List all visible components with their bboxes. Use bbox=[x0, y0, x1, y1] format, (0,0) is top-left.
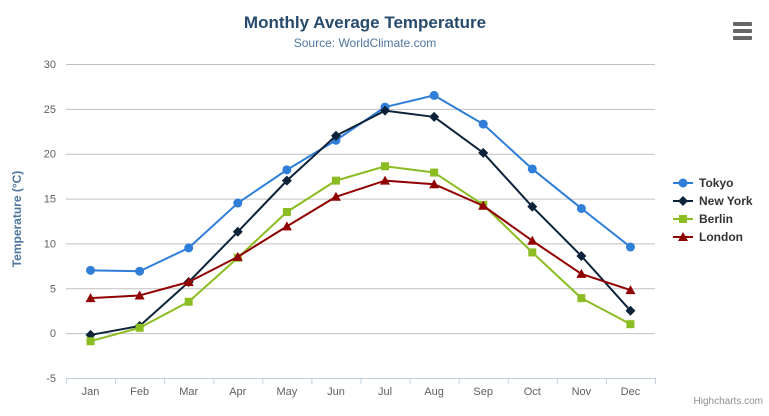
x-axis-label: Sep bbox=[473, 386, 493, 398]
y-axis-label: 20 bbox=[44, 149, 56, 161]
series-line-tokyo bbox=[89, 94, 632, 273]
data-point-berlin[interactable] bbox=[626, 320, 635, 329]
data-point-tokyo[interactable] bbox=[184, 243, 194, 253]
data-point-new-york[interactable] bbox=[576, 250, 587, 261]
data-point-berlin[interactable] bbox=[86, 337, 95, 346]
series-line-berlin bbox=[89, 165, 632, 343]
legend-label: London bbox=[699, 230, 743, 244]
data-point-tokyo[interactable] bbox=[86, 265, 96, 275]
series-line-london bbox=[89, 179, 632, 300]
data-point-tokyo[interactable] bbox=[135, 266, 145, 276]
data-point-london[interactable] bbox=[576, 268, 587, 278]
y-axis-title: Temperature (°C) bbox=[10, 170, 24, 268]
x-axis-label: Oct bbox=[524, 386, 541, 398]
legend-marker-square-icon bbox=[673, 215, 693, 223]
legend-symbol[interactable] bbox=[678, 178, 688, 188]
x-axis-label: Apr bbox=[229, 386, 246, 398]
legend-item-new-york[interactable]: New York bbox=[672, 194, 753, 208]
x-axis-label: Jan bbox=[82, 386, 100, 398]
data-point-berlin[interactable] bbox=[577, 294, 586, 303]
data-point-london[interactable] bbox=[330, 191, 341, 201]
x-axis-label: Jul bbox=[378, 386, 392, 398]
data-point-new-york[interactable] bbox=[380, 105, 391, 116]
data-point-berlin[interactable] bbox=[184, 297, 193, 306]
data-point-new-york[interactable] bbox=[478, 147, 489, 158]
data-point-london[interactable] bbox=[380, 175, 391, 185]
legend-item-berlin[interactable]: Berlin bbox=[672, 212, 753, 226]
legend-marker-circle-icon bbox=[673, 178, 693, 188]
legend-marker-triangle-icon bbox=[673, 232, 693, 241]
y-axis-label: 0 bbox=[50, 328, 56, 340]
data-point-berlin[interactable] bbox=[331, 176, 340, 185]
data-point-new-york[interactable] bbox=[330, 130, 341, 141]
x-axis-label: Jun bbox=[327, 386, 345, 398]
data-point-london[interactable] bbox=[281, 221, 292, 231]
data-point-new-york[interactable] bbox=[232, 226, 243, 237]
credits-link[interactable]: Highcharts.com bbox=[693, 396, 763, 407]
y-axis-label: 25 bbox=[44, 104, 56, 116]
legend-item-tokyo[interactable]: Tokyo bbox=[672, 176, 753, 190]
export-menu-button[interactable] bbox=[731, 20, 755, 42]
legend-symbol[interactable] bbox=[679, 215, 687, 223]
data-point-new-york[interactable] bbox=[527, 201, 538, 212]
y-axis-label: 5 bbox=[50, 283, 56, 295]
data-point-london[interactable] bbox=[429, 179, 440, 189]
legend-marker-diamond-icon bbox=[673, 196, 693, 206]
data-point-berlin[interactable] bbox=[430, 168, 439, 177]
data-point-london[interactable] bbox=[527, 235, 538, 245]
x-axis-label: May bbox=[276, 386, 297, 398]
data-point-tokyo[interactable] bbox=[625, 242, 635, 252]
x-axis-label: Feb bbox=[130, 386, 149, 398]
hamburger-icon bbox=[733, 22, 753, 40]
x-axis-label: Nov bbox=[572, 386, 592, 398]
data-point-tokyo[interactable] bbox=[282, 165, 292, 175]
data-point-berlin[interactable] bbox=[528, 248, 537, 257]
data-point-tokyo[interactable] bbox=[527, 164, 537, 174]
chart-title: Monthly Average Temperature bbox=[243, 13, 487, 32]
chart-subtitle: Source: WorldClimate.com bbox=[293, 36, 437, 50]
data-point-london[interactable] bbox=[478, 200, 489, 210]
data-point-london[interactable] bbox=[183, 277, 194, 287]
legend-item-london[interactable]: London bbox=[672, 230, 753, 244]
data-point-new-york[interactable] bbox=[429, 111, 440, 122]
data-point-tokyo[interactable] bbox=[429, 90, 439, 100]
data-point-berlin[interactable] bbox=[381, 162, 390, 171]
data-point-tokyo[interactable] bbox=[233, 198, 243, 208]
data-point-london[interactable] bbox=[625, 285, 636, 295]
data-point-tokyo[interactable] bbox=[478, 119, 488, 129]
data-point-berlin[interactable] bbox=[282, 208, 291, 217]
x-axis-label: Aug bbox=[424, 386, 444, 398]
legend-symbol[interactable] bbox=[678, 196, 688, 206]
x-axis-label: Mar bbox=[179, 386, 198, 398]
x-axis-label: Dec bbox=[621, 386, 641, 398]
legend-label: Tokyo bbox=[699, 176, 734, 190]
legend: Tokyo New York Berlin London bbox=[672, 176, 753, 244]
legend-symbol[interactable] bbox=[678, 232, 688, 241]
data-point-berlin[interactable] bbox=[135, 323, 144, 332]
y-axis-label: 30 bbox=[44, 59, 56, 71]
y-axis-label: -5 bbox=[46, 373, 56, 385]
data-point-new-york[interactable] bbox=[625, 305, 636, 316]
data-point-new-york[interactable] bbox=[281, 175, 292, 186]
series-line-new-york bbox=[89, 109, 632, 336]
y-axis-label: 10 bbox=[44, 238, 56, 250]
data-point-tokyo[interactable] bbox=[576, 203, 586, 213]
data-point-london[interactable] bbox=[134, 290, 145, 300]
legend-label: Berlin bbox=[699, 212, 734, 226]
data-point-london[interactable] bbox=[232, 251, 243, 261]
y-axis-label: 15 bbox=[44, 194, 56, 206]
data-point-london[interactable] bbox=[85, 293, 96, 303]
legend-label: New York bbox=[699, 194, 753, 208]
